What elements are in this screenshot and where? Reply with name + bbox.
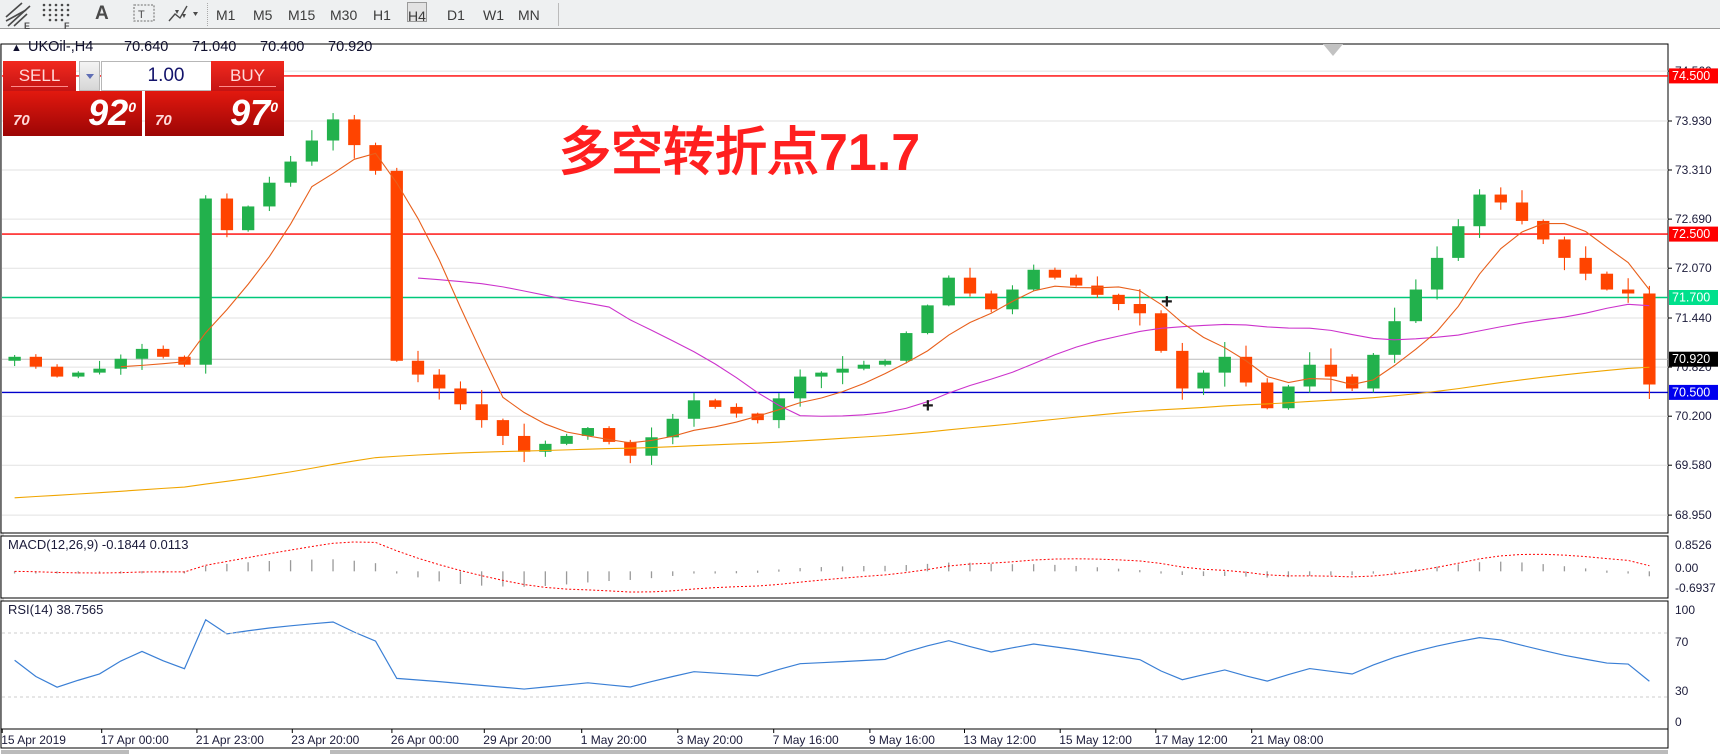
svg-text:MACD(12,26,9) -0.1844 0.0113: MACD(12,26,9) -0.1844 0.0113 [8,537,188,552]
svg-text:15 May 12:00: 15 May 12:00 [1059,733,1132,747]
svg-text:T: T [138,9,145,21]
svg-text:73.310: 73.310 [1675,163,1712,177]
svg-text:UKOil-,H4: UKOil-,H4 [28,39,93,55]
svg-text:E: E [24,21,30,31]
svg-text:70.920: 70.920 [328,39,372,55]
svg-text:26 Apr 00:00: 26 Apr 00:00 [391,733,459,747]
svg-text:71.040: 71.040 [192,39,236,55]
svg-text:9 May 16:00: 9 May 16:00 [869,733,935,747]
svg-text:73.930: 73.930 [1675,114,1712,128]
svg-text:70.400: 70.400 [260,39,304,55]
svg-text:0: 0 [1675,715,1682,729]
svg-text:13 May 12:00: 13 May 12:00 [964,733,1037,747]
svg-text:30: 30 [1675,684,1689,698]
svg-text:多空转折点71.7: 多空转折点71.7 [559,124,920,182]
svg-text:17 May 12:00: 17 May 12:00 [1155,733,1228,747]
svg-text:21 May 08:00: 21 May 08:00 [1251,733,1324,747]
svg-text:F: F [64,21,70,31]
svg-text:70.200: 70.200 [1675,409,1712,423]
svg-text:+: + [922,395,934,417]
svg-text:72.070: 72.070 [1675,261,1712,275]
svg-text:21 Apr 23:00: 21 Apr 23:00 [196,733,264,747]
svg-text:69.580: 69.580 [1675,458,1712,472]
svg-text:0.8526: 0.8526 [1675,538,1712,552]
svg-text:7 May 16:00: 7 May 16:00 [773,733,839,747]
svg-text:70.500: 70.500 [1672,385,1710,399]
svg-text:68.950: 68.950 [1675,508,1712,522]
svg-text:100: 100 [1675,603,1695,617]
svg-text:74.500: 74.500 [1672,69,1710,83]
svg-text:1 May 20:00: 1 May 20:00 [581,733,647,747]
svg-text:71.700: 71.700 [1672,291,1710,305]
svg-text:23 Apr 20:00: 23 Apr 20:00 [291,733,359,747]
svg-text:RSI(14) 38.7565: RSI(14) 38.7565 [8,602,103,617]
svg-text:72.690: 72.690 [1675,212,1712,226]
svg-text:+: + [1161,291,1173,313]
svg-text:0.00: 0.00 [1675,561,1699,575]
svg-text:3 May 20:00: 3 May 20:00 [677,733,743,747]
svg-text:17 Apr 00:00: 17 Apr 00:00 [101,733,169,747]
svg-text:70.920: 70.920 [1672,352,1710,366]
svg-text:70: 70 [1675,635,1689,649]
svg-text:15 Apr 2019: 15 Apr 2019 [1,733,66,747]
svg-text:71.440: 71.440 [1675,311,1712,325]
svg-text:72.500: 72.500 [1672,227,1710,241]
svg-text:-0.6937: -0.6937 [1675,581,1716,595]
svg-text:29 Apr 20:00: 29 Apr 20:00 [483,733,551,747]
svg-text:70.640: 70.640 [124,39,168,55]
svg-text:▲: ▲ [11,42,22,54]
